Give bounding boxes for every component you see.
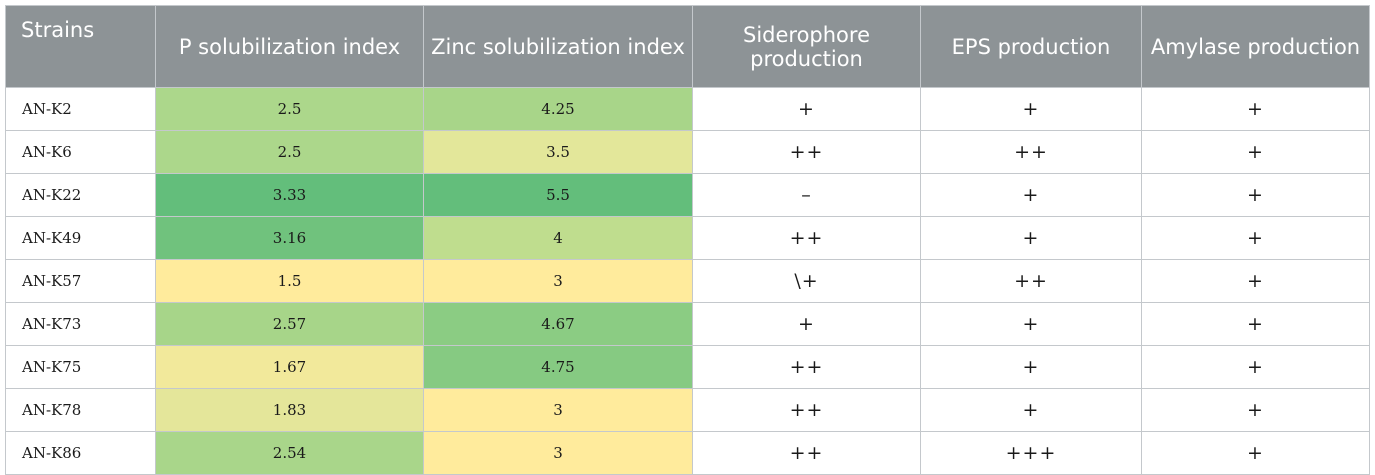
header-strains: Strains [5,5,156,88]
amylase-cell: + [1141,259,1370,303]
strain-cell: AN-K2 [5,87,156,131]
p-solubilization-index-cell: 3.16 [155,216,424,260]
zinc-solubilization-index-cell: 4.25 [423,87,693,131]
strain-cell: AN-K57 [5,259,156,303]
eps-cell: + [920,388,1142,432]
p-solubilization-index-cell: 2.57 [155,302,424,346]
p-solubilization-index-cell: 2.5 [155,87,424,131]
siderophore-cell: ++ [692,216,921,260]
table-row: AN-K6 2.5 3.5 ++ ++ + [5,130,1370,174]
strain-cell: AN-K73 [5,302,156,346]
zinc-solubilization-index-cell: 3 [423,388,693,432]
strain-cell: AN-K6 [5,130,156,174]
table-row: AN-K49 3.16 4 ++ + + [5,216,1370,260]
siderophore-cell: ++ [692,388,921,432]
eps-cell: + [920,345,1142,389]
strain-cell: AN-K78 [5,388,156,432]
zinc-solubilization-index-cell: 4 [423,216,693,260]
header-eps-production: EPS production [920,5,1142,88]
table-row: AN-K78 1.83 3 ++ + + [5,388,1370,432]
table-row: AN-K22 3.33 5.5– + + [5,173,1370,217]
strain-cell: AN-K75 [5,345,156,389]
siderophore-cell: – [692,173,921,217]
siderophore-cell: + [692,302,921,346]
zinc-solubilization-index-cell: 4.67 [423,302,693,346]
eps-cell: + [920,302,1142,346]
zinc-solubilization-index-cell: 3 [423,431,693,475]
siderophore-cell: ++ [692,130,921,174]
eps-cell: + [920,216,1142,260]
header-p-solubilization-index: P solubilization index [155,5,424,88]
amylase-cell: + [1141,87,1370,131]
table-row: AN-K86 2.54 3 ++ +++ + [5,431,1370,475]
siderophore-cell: ++ [692,345,921,389]
eps-cell: +++ [920,431,1142,475]
zinc-solubilization-index-cell: 3.5 [423,130,693,174]
p-solubilization-index-cell: 3.33 [155,173,424,217]
eps-cell: ++ [920,259,1142,303]
header-row: Strains P solubilization index Zinc solu… [5,5,1370,88]
zinc-solubilization-index-cell: 3 [423,259,693,303]
strain-cell: AN-K49 [5,216,156,260]
p-solubilization-index-cell: 2.54 [155,431,424,475]
eps-cell: + [920,87,1142,131]
table-body: AN-K2 2.5 4.25 + + + AN-K6 2.5 3.5 ++ ++ + AN-K22 3.3… [5,87,1370,475]
results-table: Strains P solubilization index Zinc solu… [5,5,1370,475]
amylase-cell: + [1141,388,1370,432]
amylase-cell: + [1141,431,1370,475]
p-solubilization-index-cell: 1.5 [155,259,424,303]
amylase-cell: + [1141,216,1370,260]
strain-cell: AN-K22 [5,173,156,217]
header-siderophore-production: Siderophore production [692,5,921,88]
strain-cell: AN-K86 [5,431,156,475]
siderophore-cell: + [692,87,921,131]
amylase-cell: + [1141,302,1370,346]
zinc-solubilization-index-cell: 5.5 [423,173,693,217]
header-zinc-solubilization-index: Zinc solubilization index [423,5,693,88]
table-row: AN-K73 2.57 4.67 + + + [5,302,1370,346]
zinc-solubilization-index-cell: 4.75 [423,345,693,389]
table-row: AN-K2 2.5 4.25 + + + [5,87,1370,131]
p-solubilization-index-cell: 1.83 [155,388,424,432]
amylase-cell: + [1141,345,1370,389]
amylase-cell: + [1141,173,1370,217]
header-amylase-production: Amylase production [1141,5,1370,88]
siderophore-cell: \+ [692,259,921,303]
p-solubilization-index-cell: 2.5 [155,130,424,174]
table-row: AN-K75 1.67 4.75 ++ + + [5,345,1370,389]
siderophore-cell: ++ [692,431,921,475]
amylase-cell: + [1141,130,1370,174]
table-row: AN-K57 1.5 3 \+ ++ + [5,259,1370,303]
eps-cell: + [920,173,1142,217]
eps-cell: ++ [920,130,1142,174]
p-solubilization-index-cell: 1.67 [155,345,424,389]
